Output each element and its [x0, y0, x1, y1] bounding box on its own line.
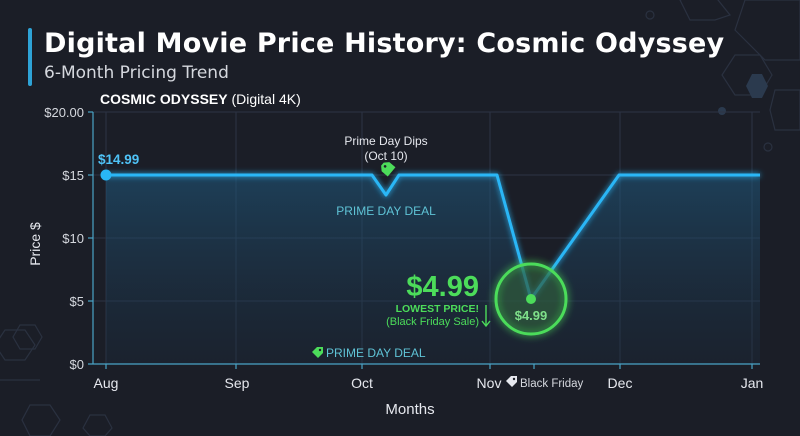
- y-tick: $15: [62, 168, 84, 183]
- start-price-point[interactable]: [100, 169, 112, 181]
- start-price-label: $14.99: [98, 152, 139, 167]
- y-tick-labels: $20.00 $15 $10 $5 $0: [44, 105, 84, 372]
- series-format: (Digital 4K): [231, 91, 301, 107]
- black-friday-label: Black Friday: [520, 378, 584, 390]
- x-tick: Jan: [741, 375, 764, 391]
- y-tick: $10: [62, 231, 84, 246]
- series-name: COSMIC ODYSSEY: [100, 91, 228, 107]
- price-area-fill: [106, 175, 760, 364]
- lowest-price-point[interactable]: [526, 294, 536, 304]
- prime-day-tag-icon: [381, 162, 396, 177]
- y-tick: $5: [70, 294, 84, 309]
- x-tick: Aug: [94, 375, 119, 391]
- prime-day-deal-bottom-tag-icon: [312, 347, 323, 358]
- x-tick: Nov: [477, 375, 502, 391]
- lowest-price-label: LOWEST PRICE!: [396, 303, 479, 315]
- x-tick: Sep: [225, 375, 250, 391]
- x-tick: Oct: [351, 375, 373, 391]
- page-title: Digital Movie Price History: Cosmic Odys…: [44, 28, 725, 59]
- prime-day-deal-bottom-label: PRIME DAY DEAL: [326, 346, 426, 360]
- prime-day-deal-inline-label: PRIME DAY DEAL: [336, 204, 436, 218]
- black-friday-tag-icon: [506, 376, 517, 387]
- page-subtitle: 6-Month Pricing Trend: [44, 63, 229, 83]
- series-label: COSMIC ODYSSEY (Digital 4K): [100, 91, 301, 107]
- axes: [88, 111, 760, 369]
- lowest-price-circle-label: $4.99: [515, 308, 548, 323]
- prime-day-dips-label: Prime Day Dips: [344, 134, 427, 148]
- x-tick: Dec: [608, 375, 633, 391]
- y-tick: $0: [70, 357, 84, 372]
- x-axis-label: Months: [385, 401, 434, 418]
- price-line: [106, 173, 760, 301]
- y-axis-label: Price $: [27, 222, 43, 266]
- lowest-price-sublabel: (Black Friday Sale): [386, 316, 479, 328]
- down-arrow-icon: [481, 305, 491, 328]
- prime-day-dips-date: (Oct 10): [364, 149, 407, 163]
- x-tick-labels: Aug Sep Oct Nov Dec Jan: [94, 375, 764, 391]
- y-tick: $20.00: [44, 105, 84, 120]
- title-accent-bar: [28, 28, 32, 86]
- lowest-price-big-label: $4.99: [406, 271, 479, 303]
